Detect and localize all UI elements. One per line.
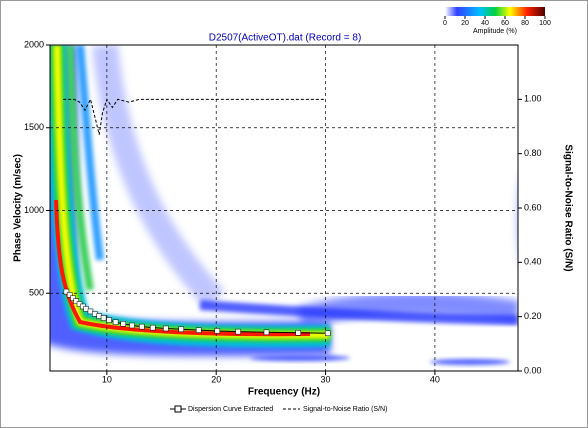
series-line — [63, 97, 326, 135]
curve-point — [214, 328, 221, 334]
colorbar-tick-label: 60 — [501, 20, 509, 27]
curve-point — [235, 328, 241, 335]
colorbar-label: Amplitude (%) — [473, 28, 517, 35]
curve-point — [106, 317, 112, 323]
x-axis-label: Frequency (Hz) — [248, 387, 320, 398]
curve-point — [100, 315, 107, 321]
y-tick-label: 500 — [29, 288, 44, 298]
curve-point — [120, 321, 127, 327]
curve-point — [163, 325, 169, 332]
curve-point — [70, 295, 76, 301]
curve-point — [263, 329, 270, 336]
curve-point — [112, 319, 119, 325]
curve-point — [73, 298, 79, 304]
colorbar-tick-label: 40 — [481, 20, 489, 27]
y2-tick-label: 0.60 — [524, 202, 542, 212]
y2-tick-label: 0.20 — [524, 311, 542, 321]
colorbar — [445, 7, 545, 16]
x-tick-label: 20 — [211, 374, 221, 384]
x-tick-label: 10 — [102, 374, 112, 384]
y2-tick-label: 0.40 — [524, 257, 542, 267]
curve-point — [178, 326, 184, 333]
legend: Dispersion Curve Extracted Signal-to-Noi… — [170, 405, 387, 413]
y2-tick-label: 0.80 — [524, 148, 542, 158]
colorbar-tick-label: 100 — [539, 20, 551, 27]
curve-point — [139, 323, 145, 330]
colorbar-tick-label: 20 — [461, 20, 469, 27]
y2-axis-label: Signal-to-Noise Ratio (S/N) — [562, 144, 573, 271]
heatmap — [50, 45, 518, 365]
x-tick-label: 40 — [430, 374, 440, 384]
curve-point — [195, 327, 202, 333]
curve-point — [66, 292, 73, 298]
curve-point — [129, 322, 135, 329]
y2-tick-label: 0.00 — [524, 365, 542, 375]
colorbar-tick-label: 0 — [443, 20, 447, 27]
legend-symbol — [174, 405, 182, 413]
y-tick-label: 1000 — [24, 205, 44, 215]
x-tick-label: 30 — [321, 374, 331, 384]
curve-point — [295, 330, 301, 336]
colorbar-tick-label: 80 — [521, 20, 529, 27]
y2-tick-label: 1.00 — [524, 94, 542, 104]
legend-label: Signal-to-Noise Ratio (S/N) — [303, 406, 387, 413]
curve-point — [63, 288, 70, 295]
y-tick-label: 2000 — [24, 39, 44, 49]
curve-point — [324, 330, 331, 337]
curve-point — [150, 324, 156, 331]
chart-title: D2507(ActiveOT).dat (Record = 8) — [209, 33, 362, 44]
y-tick-label: 1500 — [24, 122, 44, 132]
legend-label: Dispersion Curve Extracted — [188, 406, 273, 413]
y-axis-label: Phase Velocity (m/sec) — [13, 154, 24, 262]
